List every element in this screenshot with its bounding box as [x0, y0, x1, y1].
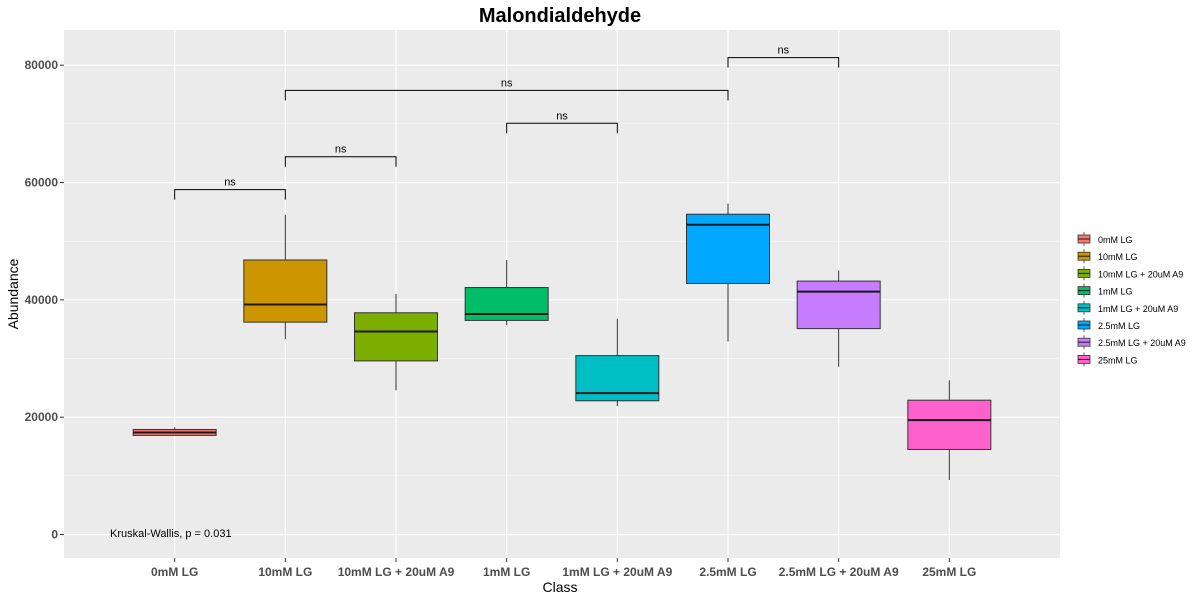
y-tick-label: 40000	[25, 293, 59, 307]
legend-item: 1mM LG	[1077, 283, 1133, 298]
legend-item: 2.5mM LG + 20uM A9	[1077, 335, 1186, 350]
legend-item: 25mM LG	[1077, 352, 1138, 367]
x-tick-label: 2.5mM LG	[699, 565, 756, 579]
legend-label: 10mM LG	[1098, 252, 1138, 262]
box-body	[464, 287, 549, 321]
significance-bracket	[727, 57, 840, 68]
chart-title: Malondialdehyde	[479, 5, 641, 27]
box-1	[243, 214, 328, 340]
box-body	[796, 280, 881, 330]
legend: 0mM LG 10mM LG 10mM LG + 20uM A9 1mM LG 1mM …	[1077, 232, 1186, 367]
box-body	[354, 312, 438, 362]
significance-label: ns	[778, 45, 790, 57]
significance-brackets: ns ns ns ns ns	[174, 45, 840, 200]
y-tick-label: 0	[51, 528, 58, 542]
significance-bracket	[284, 156, 397, 167]
legend-item: 0mM LG	[1077, 232, 1133, 246]
y-tick-label: 80000	[25, 58, 59, 72]
x-tick-label: 10mM LG	[258, 565, 312, 579]
significance-label: ns	[224, 177, 236, 189]
legend-item: 10mM LG + 20uM A9	[1077, 266, 1183, 281]
legend-label: 25mM LG	[1098, 355, 1138, 365]
legend-label: 1mM LG + 20uM A9	[1098, 304, 1178, 314]
legend-label: 2.5mM LG	[1098, 321, 1140, 331]
legend-label: 10mM LG + 20uM A9	[1098, 269, 1183, 279]
significance-bracket	[506, 122, 618, 134]
legend-item: 10mM LG	[1077, 249, 1138, 264]
legend-item: 2.5mM LG	[1077, 318, 1140, 332]
x-tick-label: 2.5mM LG + 20uM A9	[779, 565, 899, 579]
plot-panel	[64, 30, 1060, 558]
legend-label: 1mM LG	[1098, 287, 1133, 297]
box-6	[796, 270, 881, 367]
x-tick-label: 0mM LG	[151, 565, 198, 579]
x-axis-title: Class	[542, 579, 577, 595]
x-tick-label: 25mM LG	[922, 565, 976, 579]
significance-bracket	[174, 189, 286, 200]
box-body	[243, 259, 328, 323]
box-4	[575, 318, 660, 407]
box-7	[907, 380, 992, 480]
box-body	[907, 399, 992, 450]
y-axis-ticks: 0 20000 40000 60000 80000	[25, 58, 64, 542]
legend-item: 1mM LG + 20uM A9	[1077, 300, 1178, 315]
legend-label: 0mM LG	[1098, 235, 1133, 245]
significance-bracket	[284, 89, 729, 101]
x-tick-label: 1mM LG	[483, 565, 530, 579]
significance-label: ns	[335, 144, 347, 156]
significance-label: ns	[556, 110, 568, 122]
box-5	[686, 203, 770, 342]
y-tick-label: 20000	[25, 410, 59, 424]
significance-label: ns	[501, 77, 513, 89]
x-axis-ticks: 0mM LG 10mM LG 10mM LG + 20uM A9 1mM LG 1mM …	[151, 558, 976, 579]
kruskal-wallis-annotation: Kruskal-Wallis, p = 0.031	[110, 528, 232, 540]
y-tick-label: 60000	[25, 176, 59, 190]
box-2	[354, 294, 438, 391]
box-0	[132, 427, 217, 436]
x-tick-label: 10mM LG + 20uM A9	[338, 565, 455, 579]
legend-label: 2.5mM LG + 20uM A9	[1098, 338, 1186, 348]
boxes	[132, 203, 992, 480]
y-axis-title: Abundance	[5, 258, 21, 329]
x-tick-label: 1mM LG + 20uM A9	[562, 565, 672, 579]
box-3	[464, 259, 549, 326]
